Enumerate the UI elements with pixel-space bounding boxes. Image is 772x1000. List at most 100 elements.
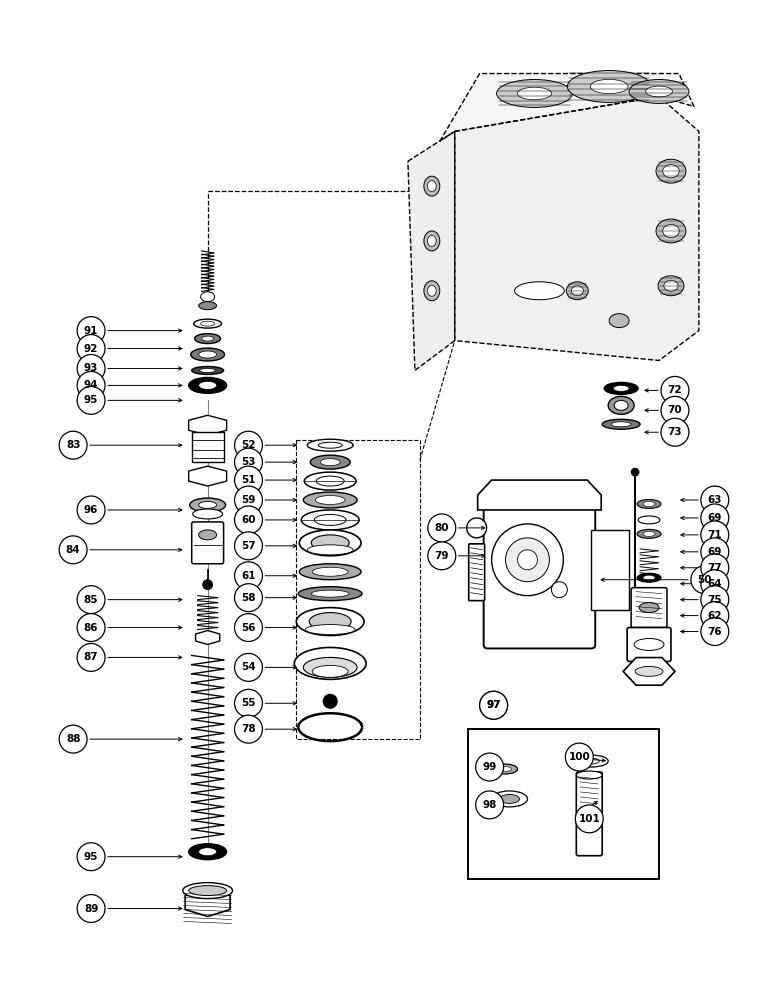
Text: 95: 95: [84, 395, 98, 405]
Circle shape: [77, 614, 105, 641]
Ellipse shape: [634, 638, 664, 650]
Ellipse shape: [639, 603, 659, 613]
Ellipse shape: [577, 771, 602, 779]
Ellipse shape: [294, 647, 366, 679]
Circle shape: [517, 550, 537, 570]
Ellipse shape: [198, 381, 217, 389]
Text: 61: 61: [241, 571, 256, 581]
Circle shape: [77, 843, 105, 871]
Ellipse shape: [310, 613, 351, 631]
Text: 56: 56: [241, 623, 256, 633]
Text: 86: 86: [84, 623, 98, 633]
Circle shape: [479, 691, 507, 719]
Circle shape: [428, 542, 455, 570]
Ellipse shape: [188, 886, 226, 896]
Text: 64: 64: [707, 579, 722, 589]
Bar: [591, 530, 629, 610]
Ellipse shape: [198, 530, 217, 540]
Circle shape: [565, 743, 593, 771]
Polygon shape: [408, 131, 455, 370]
Ellipse shape: [424, 281, 440, 301]
Text: 85: 85: [84, 595, 98, 605]
Ellipse shape: [584, 758, 599, 764]
Text: 76: 76: [707, 627, 722, 637]
Ellipse shape: [609, 314, 629, 328]
Circle shape: [235, 506, 262, 534]
Ellipse shape: [643, 531, 655, 536]
Ellipse shape: [517, 87, 551, 100]
Circle shape: [59, 431, 87, 459]
Ellipse shape: [296, 608, 364, 636]
Ellipse shape: [201, 336, 214, 341]
Text: 58: 58: [241, 593, 256, 603]
Circle shape: [701, 504, 729, 532]
Circle shape: [77, 371, 105, 399]
Ellipse shape: [312, 567, 348, 576]
Text: 54: 54: [241, 662, 256, 672]
Text: 59: 59: [242, 495, 256, 505]
Text: 89: 89: [84, 904, 98, 914]
Ellipse shape: [662, 165, 679, 178]
Circle shape: [235, 689, 262, 717]
Ellipse shape: [191, 366, 224, 374]
Polygon shape: [185, 889, 230, 916]
Ellipse shape: [656, 159, 686, 183]
Ellipse shape: [611, 422, 631, 427]
Ellipse shape: [312, 665, 348, 677]
Text: 51: 51: [241, 475, 256, 485]
Ellipse shape: [637, 500, 661, 508]
Ellipse shape: [498, 767, 512, 772]
Circle shape: [235, 431, 262, 459]
Ellipse shape: [637, 529, 661, 538]
FancyBboxPatch shape: [627, 628, 671, 661]
FancyBboxPatch shape: [469, 544, 485, 601]
Circle shape: [323, 694, 337, 708]
Ellipse shape: [604, 382, 638, 394]
Ellipse shape: [198, 501, 217, 508]
Ellipse shape: [664, 280, 678, 291]
Ellipse shape: [307, 439, 353, 451]
Ellipse shape: [307, 545, 353, 555]
Ellipse shape: [499, 794, 520, 803]
Circle shape: [77, 586, 105, 614]
Ellipse shape: [201, 321, 215, 326]
Text: 88: 88: [66, 734, 80, 744]
Circle shape: [77, 355, 105, 382]
Circle shape: [235, 466, 262, 494]
Ellipse shape: [303, 492, 357, 508]
Text: 75: 75: [707, 595, 722, 605]
Ellipse shape: [428, 181, 436, 192]
Circle shape: [701, 521, 729, 549]
Circle shape: [506, 538, 550, 582]
Text: 72: 72: [668, 385, 682, 395]
Text: 96: 96: [84, 505, 98, 515]
Polygon shape: [623, 658, 675, 685]
Bar: [468, 729, 659, 879]
Text: 92: 92: [84, 344, 98, 354]
Ellipse shape: [198, 848, 217, 856]
Ellipse shape: [637, 573, 661, 582]
Ellipse shape: [305, 625, 355, 635]
Text: 52: 52: [241, 440, 256, 450]
Circle shape: [59, 536, 87, 564]
Text: 93: 93: [84, 363, 98, 373]
Ellipse shape: [629, 80, 689, 103]
Circle shape: [701, 554, 729, 582]
Ellipse shape: [638, 516, 660, 524]
Ellipse shape: [571, 286, 584, 296]
Text: 73: 73: [668, 427, 682, 437]
Text: 60: 60: [241, 515, 256, 525]
Circle shape: [701, 538, 729, 566]
Ellipse shape: [300, 564, 361, 580]
Circle shape: [77, 496, 105, 524]
Ellipse shape: [300, 530, 361, 556]
Ellipse shape: [643, 575, 655, 580]
Text: 80: 80: [435, 523, 449, 533]
Ellipse shape: [310, 455, 350, 469]
Bar: [191, 432, 224, 462]
Ellipse shape: [574, 755, 608, 767]
Ellipse shape: [188, 844, 226, 860]
Ellipse shape: [301, 510, 359, 530]
Circle shape: [476, 791, 503, 819]
Circle shape: [661, 376, 689, 404]
